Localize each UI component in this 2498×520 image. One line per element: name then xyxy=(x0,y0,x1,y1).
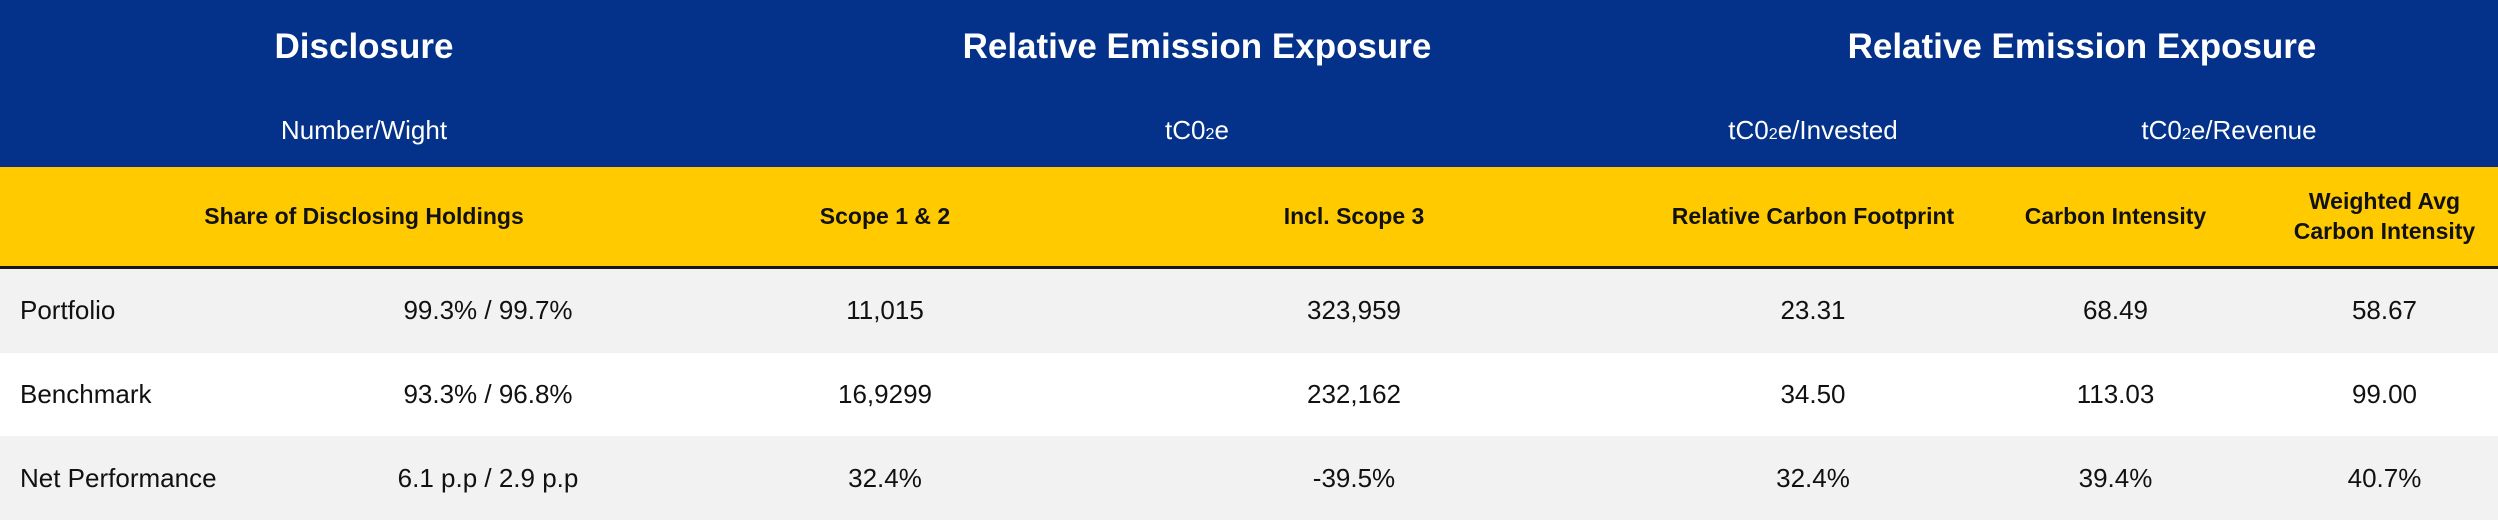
cell-incl-scope-3: 323,959 xyxy=(1307,295,1401,326)
unit-labels-row: Number/Wight tC02e tC02e/Invested tC02e/… xyxy=(0,94,2498,167)
cell-carbon-intensity: 113.03 xyxy=(2076,379,2155,409)
cell-weighted-avg-carbon-intensity: 40.7% xyxy=(2347,462,2422,493)
row-label: Benchmark xyxy=(20,379,152,409)
row-label: Portfolio xyxy=(20,295,116,326)
table-row-benchmark: Benchmark 93.3% / 96.8% 16,9299 232,162 … xyxy=(0,352,2498,437)
unit-text: e/Invested xyxy=(1777,115,1898,145)
section-title-relative-emission-exposure-1: Relative Emission Exposure xyxy=(962,27,1432,66)
table-row-net-performance: Net Performance 6.1 p.p / 2.9 p.p 32.4% … xyxy=(0,436,2498,520)
row-label: Net Performance xyxy=(20,462,217,493)
unit-subscript: 2 xyxy=(2181,125,2191,143)
table-row-portfolio: Portfolio 99.3% / 99.7% 11,015 323,959 2… xyxy=(0,269,2498,353)
unit-text: tC0 xyxy=(1728,115,1769,145)
cell-scope-1-2: 11,015 xyxy=(846,295,924,326)
cell-relative-carbon-footprint: 23.31 xyxy=(1780,295,1846,326)
column-header-incl-scope-3: Incl. Scope 3 xyxy=(1283,202,1425,229)
cell-carbon-intensity: 68.49 xyxy=(2082,295,2149,326)
table-body: Portfolio 99.3% / 99.7% 11,015 323,959 2… xyxy=(0,269,2498,520)
column-header-relative-carbon-footprint: Relative Carbon Footprint xyxy=(1671,202,1955,229)
section-title-relative-emission-exposure-2: Relative Emission Exposure xyxy=(1847,27,2317,66)
cell-scope-1-2: 16,9299 xyxy=(838,379,932,409)
cell-share-of-disclosing-holdings: 99.3% / 99.7% xyxy=(403,295,573,326)
unit-subscript: 2 xyxy=(1768,125,1778,143)
unit-label-number-weight: Number/Wight xyxy=(0,115,728,146)
column-header-share-of-disclosing-holdings: Share of Disclosing Holdings xyxy=(204,202,524,229)
unit-label-tco2e: tC02e xyxy=(728,115,1666,146)
unit-label-tco2e-revenue: tC02e/Revenue xyxy=(1960,115,2498,146)
column-headers-row: Share of Disclosing Holdings Scope 1 & 2… xyxy=(0,167,2498,269)
unit-text: Number/Wight xyxy=(280,115,448,145)
cell-relative-carbon-footprint: 34.50 xyxy=(1780,379,1846,409)
cell-share-of-disclosing-holdings: 93.3% / 96.8% xyxy=(403,379,573,409)
unit-text: tC0 xyxy=(1165,115,1206,145)
unit-label-tco2e-invested: tC02e/Invested xyxy=(1666,115,1960,146)
cell-relative-carbon-footprint: 32.4% xyxy=(1776,462,1850,493)
unit-text: e/Revenue xyxy=(2190,115,2317,145)
section-title-disclosure: Disclosure xyxy=(274,27,454,66)
column-header-scope-1-2: Scope 1 & 2 xyxy=(819,202,951,229)
unit-subscript: 2 xyxy=(1205,125,1215,143)
cell-share-of-disclosing-holdings: 6.1 p.p / 2.9 p.p xyxy=(397,462,579,493)
cell-weighted-avg-carbon-intensity: 58.67 xyxy=(2351,295,2418,326)
unit-text: e xyxy=(1214,115,1229,145)
cell-incl-scope-3: -39.5% xyxy=(1312,462,1396,493)
cell-weighted-avg-carbon-intensity: 99.00 xyxy=(2351,379,2418,409)
table-header-band: Disclosure Relative Emission Exposure Re… xyxy=(0,0,2498,167)
section-titles-row: Disclosure Relative Emission Exposure Re… xyxy=(0,0,2498,94)
column-header-carbon-intensity: Carbon Intensity xyxy=(2024,202,2207,229)
cell-carbon-intensity: 39.4% xyxy=(2078,462,2153,493)
cell-scope-1-2: 32.4% xyxy=(848,462,922,493)
cell-incl-scope-3: 232,162 xyxy=(1307,379,1401,409)
column-header-weighted-avg-carbon-intensity: Weighted Avg Carbon Intensity xyxy=(2293,187,2476,244)
unit-text: tC0 xyxy=(2141,115,2182,145)
